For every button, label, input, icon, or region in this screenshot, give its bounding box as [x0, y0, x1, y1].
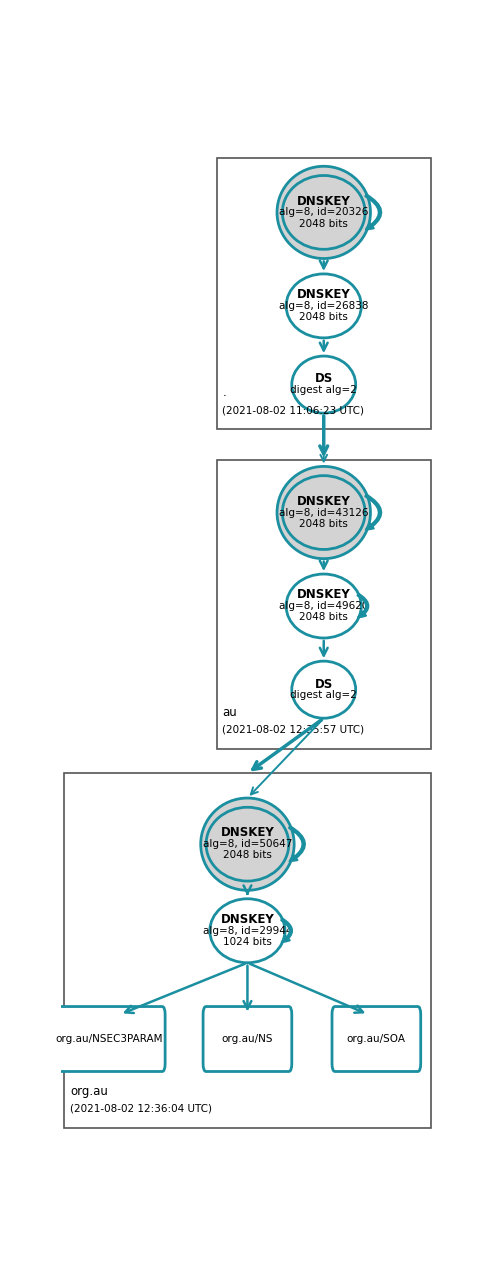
Text: alg=8, id=49620: alg=8, id=49620 — [278, 601, 368, 611]
Bar — [64, 773, 430, 1127]
FancyArrowPatch shape — [281, 919, 291, 942]
Text: digest alg=2: digest alg=2 — [290, 385, 356, 395]
Text: 2048 bits: 2048 bits — [223, 850, 272, 860]
Text: org.au: org.au — [70, 1085, 107, 1098]
Ellipse shape — [210, 898, 285, 962]
Bar — [216, 460, 430, 749]
Ellipse shape — [286, 273, 361, 337]
Text: digest alg=2: digest alg=2 — [290, 690, 356, 700]
Text: alg=8, id=43126: alg=8, id=43126 — [278, 507, 368, 518]
FancyArrowPatch shape — [364, 495, 380, 529]
Ellipse shape — [276, 166, 370, 258]
Text: DNSKEY: DNSKEY — [296, 588, 350, 601]
FancyArrowPatch shape — [364, 194, 380, 230]
Text: (2021-08-02 12:36:04 UTC): (2021-08-02 12:36:04 UTC) — [70, 1104, 212, 1114]
Text: org.au/NS: org.au/NS — [221, 1034, 272, 1044]
FancyBboxPatch shape — [203, 1007, 291, 1071]
Text: DNSKEY: DNSKEY — [296, 288, 350, 302]
Text: .: . — [222, 386, 226, 399]
FancyBboxPatch shape — [54, 1007, 165, 1071]
FancyArrowPatch shape — [357, 594, 367, 617]
Text: DS: DS — [314, 677, 332, 690]
Text: 1024 bits: 1024 bits — [223, 937, 272, 947]
Ellipse shape — [286, 574, 361, 638]
Text: au: au — [222, 707, 237, 720]
Ellipse shape — [276, 466, 370, 558]
Text: DNSKEY: DNSKEY — [220, 827, 274, 840]
Text: alg=8, id=50647: alg=8, id=50647 — [202, 840, 291, 849]
Text: 2048 bits: 2048 bits — [299, 312, 348, 322]
Bar — [216, 158, 430, 429]
Text: alg=8, id=26838: alg=8, id=26838 — [278, 300, 368, 311]
Text: alg=8, id=20326: alg=8, id=20326 — [278, 207, 368, 217]
Ellipse shape — [282, 475, 364, 550]
Ellipse shape — [291, 357, 355, 413]
Text: DNSKEY: DNSKEY — [296, 495, 350, 507]
Text: 2048 bits: 2048 bits — [299, 519, 348, 529]
Text: (2021-08-02 11:06:23 UTC): (2021-08-02 11:06:23 UTC) — [222, 405, 363, 415]
Ellipse shape — [291, 661, 355, 718]
Text: org.au/SOA: org.au/SOA — [346, 1034, 405, 1044]
Text: DS: DS — [314, 372, 332, 386]
FancyBboxPatch shape — [332, 1007, 420, 1071]
Text: DNSKEY: DNSKEY — [296, 194, 350, 207]
Ellipse shape — [206, 808, 288, 881]
Text: alg=8, id=29944: alg=8, id=29944 — [202, 925, 291, 935]
Text: DNSKEY: DNSKEY — [220, 912, 274, 927]
FancyArrowPatch shape — [288, 826, 304, 861]
Ellipse shape — [282, 175, 364, 249]
Text: (2021-08-02 12:35:57 UTC): (2021-08-02 12:35:57 UTC) — [222, 725, 363, 735]
Text: 2048 bits: 2048 bits — [299, 219, 348, 229]
Text: 2048 bits: 2048 bits — [299, 612, 348, 622]
Ellipse shape — [200, 797, 294, 891]
Text: org.au/NSEC3PARAM: org.au/NSEC3PARAM — [56, 1034, 163, 1044]
